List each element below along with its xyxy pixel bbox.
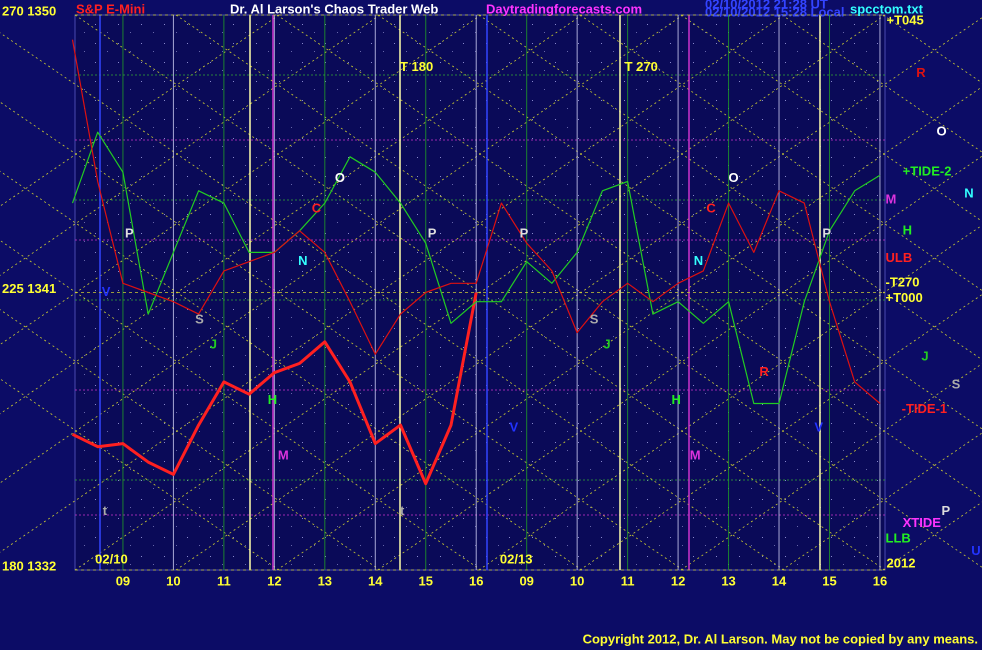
x-tick-label: 11 [217, 573, 231, 588]
annotation: J [210, 336, 217, 351]
x-tick-label: 12 [267, 573, 281, 588]
annotation: O [729, 170, 739, 185]
subtitle: S&P E-Mini [76, 1, 145, 16]
annotation: M [886, 191, 897, 206]
series-line [71, 39, 881, 404]
annotation: H [903, 222, 912, 237]
annotation: LLB [886, 531, 911, 546]
x-tick-label: 10 [570, 573, 584, 588]
annotation: U [971, 543, 980, 558]
copyright: Copyright 2012, Dr. Al Larson. May not b… [583, 631, 978, 646]
annotation: M [690, 447, 701, 462]
timestamp: 02/10/2012 15:28 Local [705, 4, 845, 19]
site: Daytradingforecasts.com [486, 1, 642, 16]
annotation: R [759, 364, 769, 379]
annotation: -T270 [886, 275, 920, 290]
x-tick-label: 13 [721, 573, 735, 588]
series-line [71, 292, 478, 486]
annotation: T 180 [400, 59, 433, 74]
annotation: P [428, 225, 437, 240]
x-tick-label: 12 [671, 573, 685, 588]
annotation: t [400, 503, 405, 518]
x-tick-label: 15 [419, 573, 433, 588]
annotation: T 270 [625, 59, 658, 74]
date-label: 02/13 [500, 551, 533, 566]
annotation: O [335, 170, 345, 185]
x-tick-label: 10 [166, 573, 180, 588]
annotation: H [672, 392, 681, 407]
annotation: C [706, 201, 716, 216]
annotation: N [964, 185, 973, 200]
annotation: +T000 [886, 290, 923, 305]
file-name: spcctom.txt [850, 1, 924, 16]
annotation: S [195, 312, 204, 327]
lattice-line [0, 14, 684, 484]
annotation: N [298, 253, 307, 268]
annotation: V [102, 284, 111, 299]
annotation: +T045 [887, 13, 924, 28]
x-tick-label: 16 [469, 573, 483, 588]
chart-title: Dr. Al Larson's Chaos Trader Web [230, 1, 438, 16]
x-tick-label: 09 [519, 573, 533, 588]
annotation: J [603, 336, 610, 351]
x-tick-label: 13 [318, 573, 332, 588]
timestamp: 02/10/2012 21:28 UT [705, 0, 828, 11]
annotation: P [125, 225, 134, 240]
lattice-line [0, 14, 785, 553]
y-tick-label: 180 1332 [2, 558, 56, 573]
x-tick-label: 16 [873, 573, 887, 588]
annotation: -TIDE-1 [902, 401, 948, 416]
y-tick-label: 270 1350 [2, 3, 56, 18]
lattice-line [478, 224, 982, 571]
annotation: V [814, 420, 823, 435]
date-label: 02/10 [95, 551, 128, 566]
annotation: XTIDE [903, 515, 942, 530]
annotation: H [268, 392, 277, 407]
annotation: V [510, 420, 519, 435]
annotation: C [312, 201, 322, 216]
x-tick-label: 14 [368, 573, 383, 588]
annotation: P [822, 225, 831, 240]
annotation: M [278, 447, 289, 462]
annotation: S [590, 312, 599, 327]
x-tick-label: 11 [621, 573, 635, 588]
x-tick-label: 09 [116, 573, 130, 588]
annotation: P [942, 503, 951, 518]
x-tick-label: 14 [772, 573, 787, 588]
annotation: +TIDE-2 [903, 164, 952, 179]
annotation: 2012 [887, 555, 916, 570]
annotation: t [103, 503, 108, 518]
annotation: N [694, 253, 703, 268]
annotation: P [520, 225, 529, 240]
y-tick-label: 225 1341 [2, 281, 56, 296]
x-tick-label: 15 [822, 573, 836, 588]
annotation: ULB [886, 250, 913, 265]
annotation: S [952, 376, 961, 391]
annotation: O [936, 124, 946, 139]
annotation: R [916, 65, 926, 80]
annotation: J [921, 349, 928, 364]
series-line [71, 131, 881, 405]
